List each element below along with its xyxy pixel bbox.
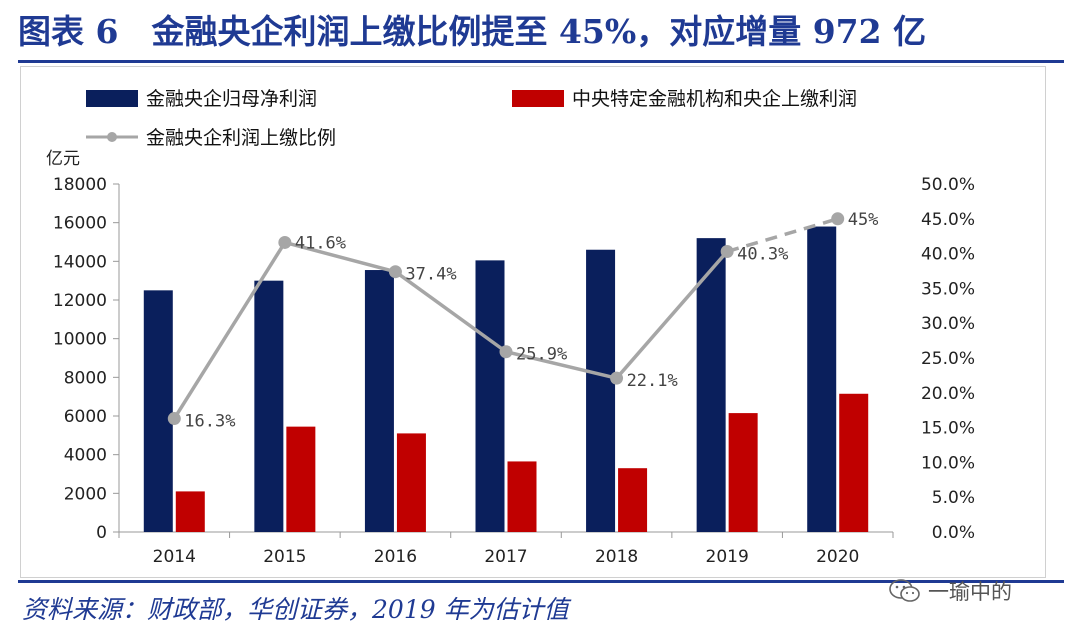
ratio-point <box>831 212 845 226</box>
y-tick-label: 0 <box>96 523 107 543</box>
y2-tick-label: 15.0% <box>921 419 975 439</box>
bar-remitted-profit <box>175 491 205 532</box>
ratio-line-segment <box>394 270 508 354</box>
bar-remitted-profit <box>286 426 316 532</box>
legend-label-profit: 金融央企归母净利润 <box>146 88 317 110</box>
y-tick-label: 12000 <box>53 291 107 311</box>
footer-divider <box>18 580 1064 583</box>
ratio-point <box>167 412 181 426</box>
y2-tick-label: 25.0% <box>921 349 975 369</box>
y2-tick-label: 45.0% <box>921 210 975 230</box>
y-tick-label: 10000 <box>53 330 107 350</box>
x-tick-label: 2017 <box>484 547 527 567</box>
y-tick-label: 4000 <box>64 446 107 466</box>
watermark-text: 一瑜中的 <box>928 580 1012 604</box>
ratio-data-label: 41.6% <box>295 233 346 253</box>
ratio-data-label: 37.4% <box>405 265 456 285</box>
legend-label-ratio: 金融央企利润上缴比例 <box>146 127 336 149</box>
y2-tick-label: 50.0% <box>921 175 975 195</box>
ratio-point <box>499 345 513 359</box>
ratio-point <box>610 371 624 385</box>
ratio-data-label: 45% <box>848 210 879 230</box>
y-tick-label: 14000 <box>53 252 107 272</box>
x-tick-label: 2018 <box>595 547 638 567</box>
y-tick-label: 8000 <box>64 368 107 388</box>
bar-net-profit <box>586 249 616 532</box>
ratio-data-label: 25.9% <box>516 345 567 365</box>
bar-net-profit <box>696 238 726 532</box>
ratio-line-segment <box>615 250 729 380</box>
bar-net-profit <box>364 270 394 532</box>
ratio-point <box>720 245 734 259</box>
bar-net-profit <box>254 280 284 532</box>
ratio-line-segment <box>505 350 617 380</box>
source-note: 资料来源：财政部，华创证券，2019 年为估计值 <box>22 595 569 624</box>
bar-net-profit <box>143 290 173 532</box>
y-tick-label: 6000 <box>64 407 107 427</box>
y-axis-unit: 亿元 <box>46 149 80 169</box>
y2-tick-label: 5.0% <box>932 488 975 508</box>
bar-remitted-profit <box>618 468 648 532</box>
y-tick-label: 16000 <box>53 214 107 234</box>
ratio-data-label: 40.3% <box>737 245 788 265</box>
x-tick-label: 2019 <box>706 547 749 567</box>
ratio-data-label: 16.3% <box>184 412 235 432</box>
y2-tick-label: 30.0% <box>921 314 975 334</box>
wechat-icon <box>889 579 920 602</box>
ratio-point <box>388 265 402 279</box>
x-tick-label: 2015 <box>263 547 306 567</box>
y2-tick-label: 10.0% <box>921 453 975 473</box>
ratio-point <box>278 235 292 249</box>
y2-tick-label: 35.0% <box>921 279 975 299</box>
title-divider <box>18 60 1064 63</box>
ratio-data-label: 22.1% <box>627 371 678 391</box>
y-tick-label: 2000 <box>64 484 107 504</box>
y-tick-label: 18000 <box>53 175 107 195</box>
legend-marker-ratio <box>107 132 117 142</box>
chart-frame <box>20 66 1046 578</box>
bar-remitted-profit <box>728 413 758 532</box>
bar-net-profit <box>807 226 837 533</box>
legend-label-remit: 中央特定金融机构和央企上缴利润 <box>572 88 857 110</box>
bar-net-profit <box>475 260 505 532</box>
x-tick-label: 2016 <box>374 547 417 567</box>
bar-remitted-profit <box>507 461 537 532</box>
x-tick-label: 2014 <box>153 547 196 567</box>
page-title: 图表 6 金融央企利润上缴比例提至 45%，对应增量 972 亿 <box>18 12 927 51</box>
bar-remitted-profit <box>839 393 869 532</box>
bar-remitted-profit <box>396 433 426 532</box>
x-tick-label: 2020 <box>816 547 859 567</box>
legend-swatch-remit <box>512 90 564 107</box>
y2-tick-label: 0.0% <box>932 523 975 543</box>
legend-swatch-profit <box>86 90 138 107</box>
ratio-line-segment <box>284 240 396 274</box>
y2-tick-label: 40.0% <box>921 245 975 265</box>
y2-tick-label: 20.0% <box>921 384 975 404</box>
ratio-line-segment <box>172 241 287 420</box>
watermark: 一瑜中的 <box>888 574 1012 608</box>
